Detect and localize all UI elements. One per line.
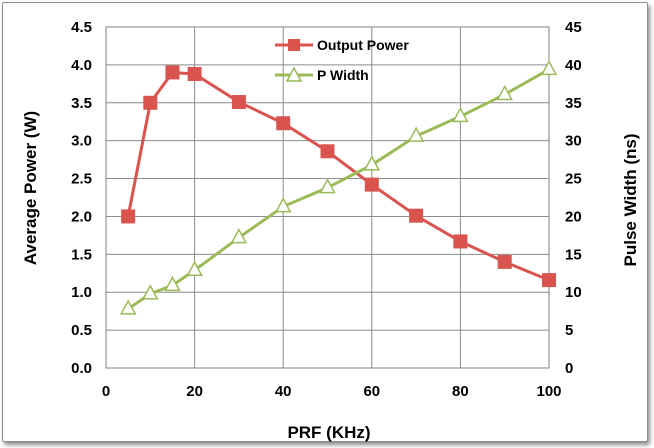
y-left-tick-label: 4.0	[71, 57, 92, 74]
data-point-square	[497, 254, 512, 269]
right-axis-ticks: 0 5 10 15 20 25 30 35 40 45	[565, 19, 582, 377]
data-point-square	[364, 177, 379, 192]
data-point-triangle	[319, 178, 336, 194]
x-tick-label: 80	[452, 383, 469, 400]
data-point-triangle	[540, 59, 558, 76]
y-left-tick-label: 0.5	[71, 322, 92, 339]
x-tick-label: 40	[275, 383, 292, 400]
y-left-tick-label: 4.5	[71, 19, 92, 36]
y-right-tick-label: 40	[565, 57, 582, 74]
y-right-tick-label: 0	[565, 360, 573, 377]
data-point-triangle	[230, 228, 248, 244]
data-point-triangle	[142, 284, 159, 300]
data-point-square	[453, 234, 468, 249]
data-point-triangle	[452, 106, 469, 123]
y-left-tick-label: 1.0	[71, 284, 92, 301]
y-left-tick-label: 3.0	[71, 133, 92, 150]
legend-square-marker	[288, 39, 300, 51]
y-left-tick-label: 0.0	[71, 360, 92, 377]
data-point-square	[121, 209, 136, 224]
data-point-triangle	[407, 126, 425, 142]
y-left-tick-label: 2.5	[71, 171, 92, 188]
data-point-triangle	[496, 84, 513, 101]
data-point-triangle	[164, 275, 181, 292]
legend-item-output-power: Output Power	[275, 37, 409, 53]
data-point-square	[542, 273, 556, 288]
series-p-width	[119, 59, 558, 315]
data-point-triangle	[186, 260, 203, 276]
y-left-tick-label: 2.0	[71, 208, 92, 225]
legend-triangle-marker	[285, 66, 303, 82]
data-point-square	[409, 208, 424, 223]
y-right-tick-label: 25	[565, 171, 582, 188]
y-axis-left-title: Average Power (W)	[21, 111, 40, 265]
series-output-power	[121, 65, 556, 288]
data-point-square	[143, 95, 158, 110]
y-left-tick-label: 1.5	[71, 246, 92, 263]
x-axis-ticks: 0 20 40 60 80 100	[102, 383, 562, 400]
x-tick-label: 20	[186, 383, 203, 400]
y-axis-right-title: Pulse Width (ns)	[621, 133, 640, 266]
data-point-square	[231, 95, 246, 110]
data-point-triangle	[274, 197, 292, 213]
data-point-square	[165, 65, 180, 80]
y-right-tick-label: 20	[565, 208, 582, 225]
data-point-square	[187, 66, 202, 81]
x-tick-label: 100	[536, 383, 561, 400]
x-tick-label: 60	[363, 383, 380, 400]
data-point-triangle	[363, 155, 381, 171]
x-axis-title: PRF (KHz)	[287, 423, 370, 442]
y-right-tick-label: 30	[565, 133, 582, 150]
legend-item-p-width: P Width	[275, 66, 369, 83]
plot-area-border	[105, 26, 550, 369]
data-point-triangle	[119, 299, 137, 315]
data-point-square	[320, 144, 335, 159]
data-point-square	[276, 116, 291, 131]
y-right-tick-label: 45	[565, 19, 582, 36]
x-tick-label: 0	[102, 383, 110, 400]
y-right-tick-label: 10	[565, 284, 582, 301]
y-left-tick-label: 3.5	[71, 95, 92, 112]
series-layer	[119, 59, 558, 315]
y-right-tick-label: 35	[565, 95, 582, 112]
legend-label-p-width: P Width	[317, 67, 369, 83]
legend-label-output-power: Output Power	[317, 37, 409, 53]
legend: Output Power P Width	[275, 37, 409, 83]
y-right-tick-label: 15	[565, 246, 582, 263]
y-right-tick-label: 5	[565, 322, 573, 339]
left-axis-ticks: 0.0 0.5 1.0 1.5 2.0 2.5 3.0 3.5 4.0 4.5	[71, 19, 92, 377]
